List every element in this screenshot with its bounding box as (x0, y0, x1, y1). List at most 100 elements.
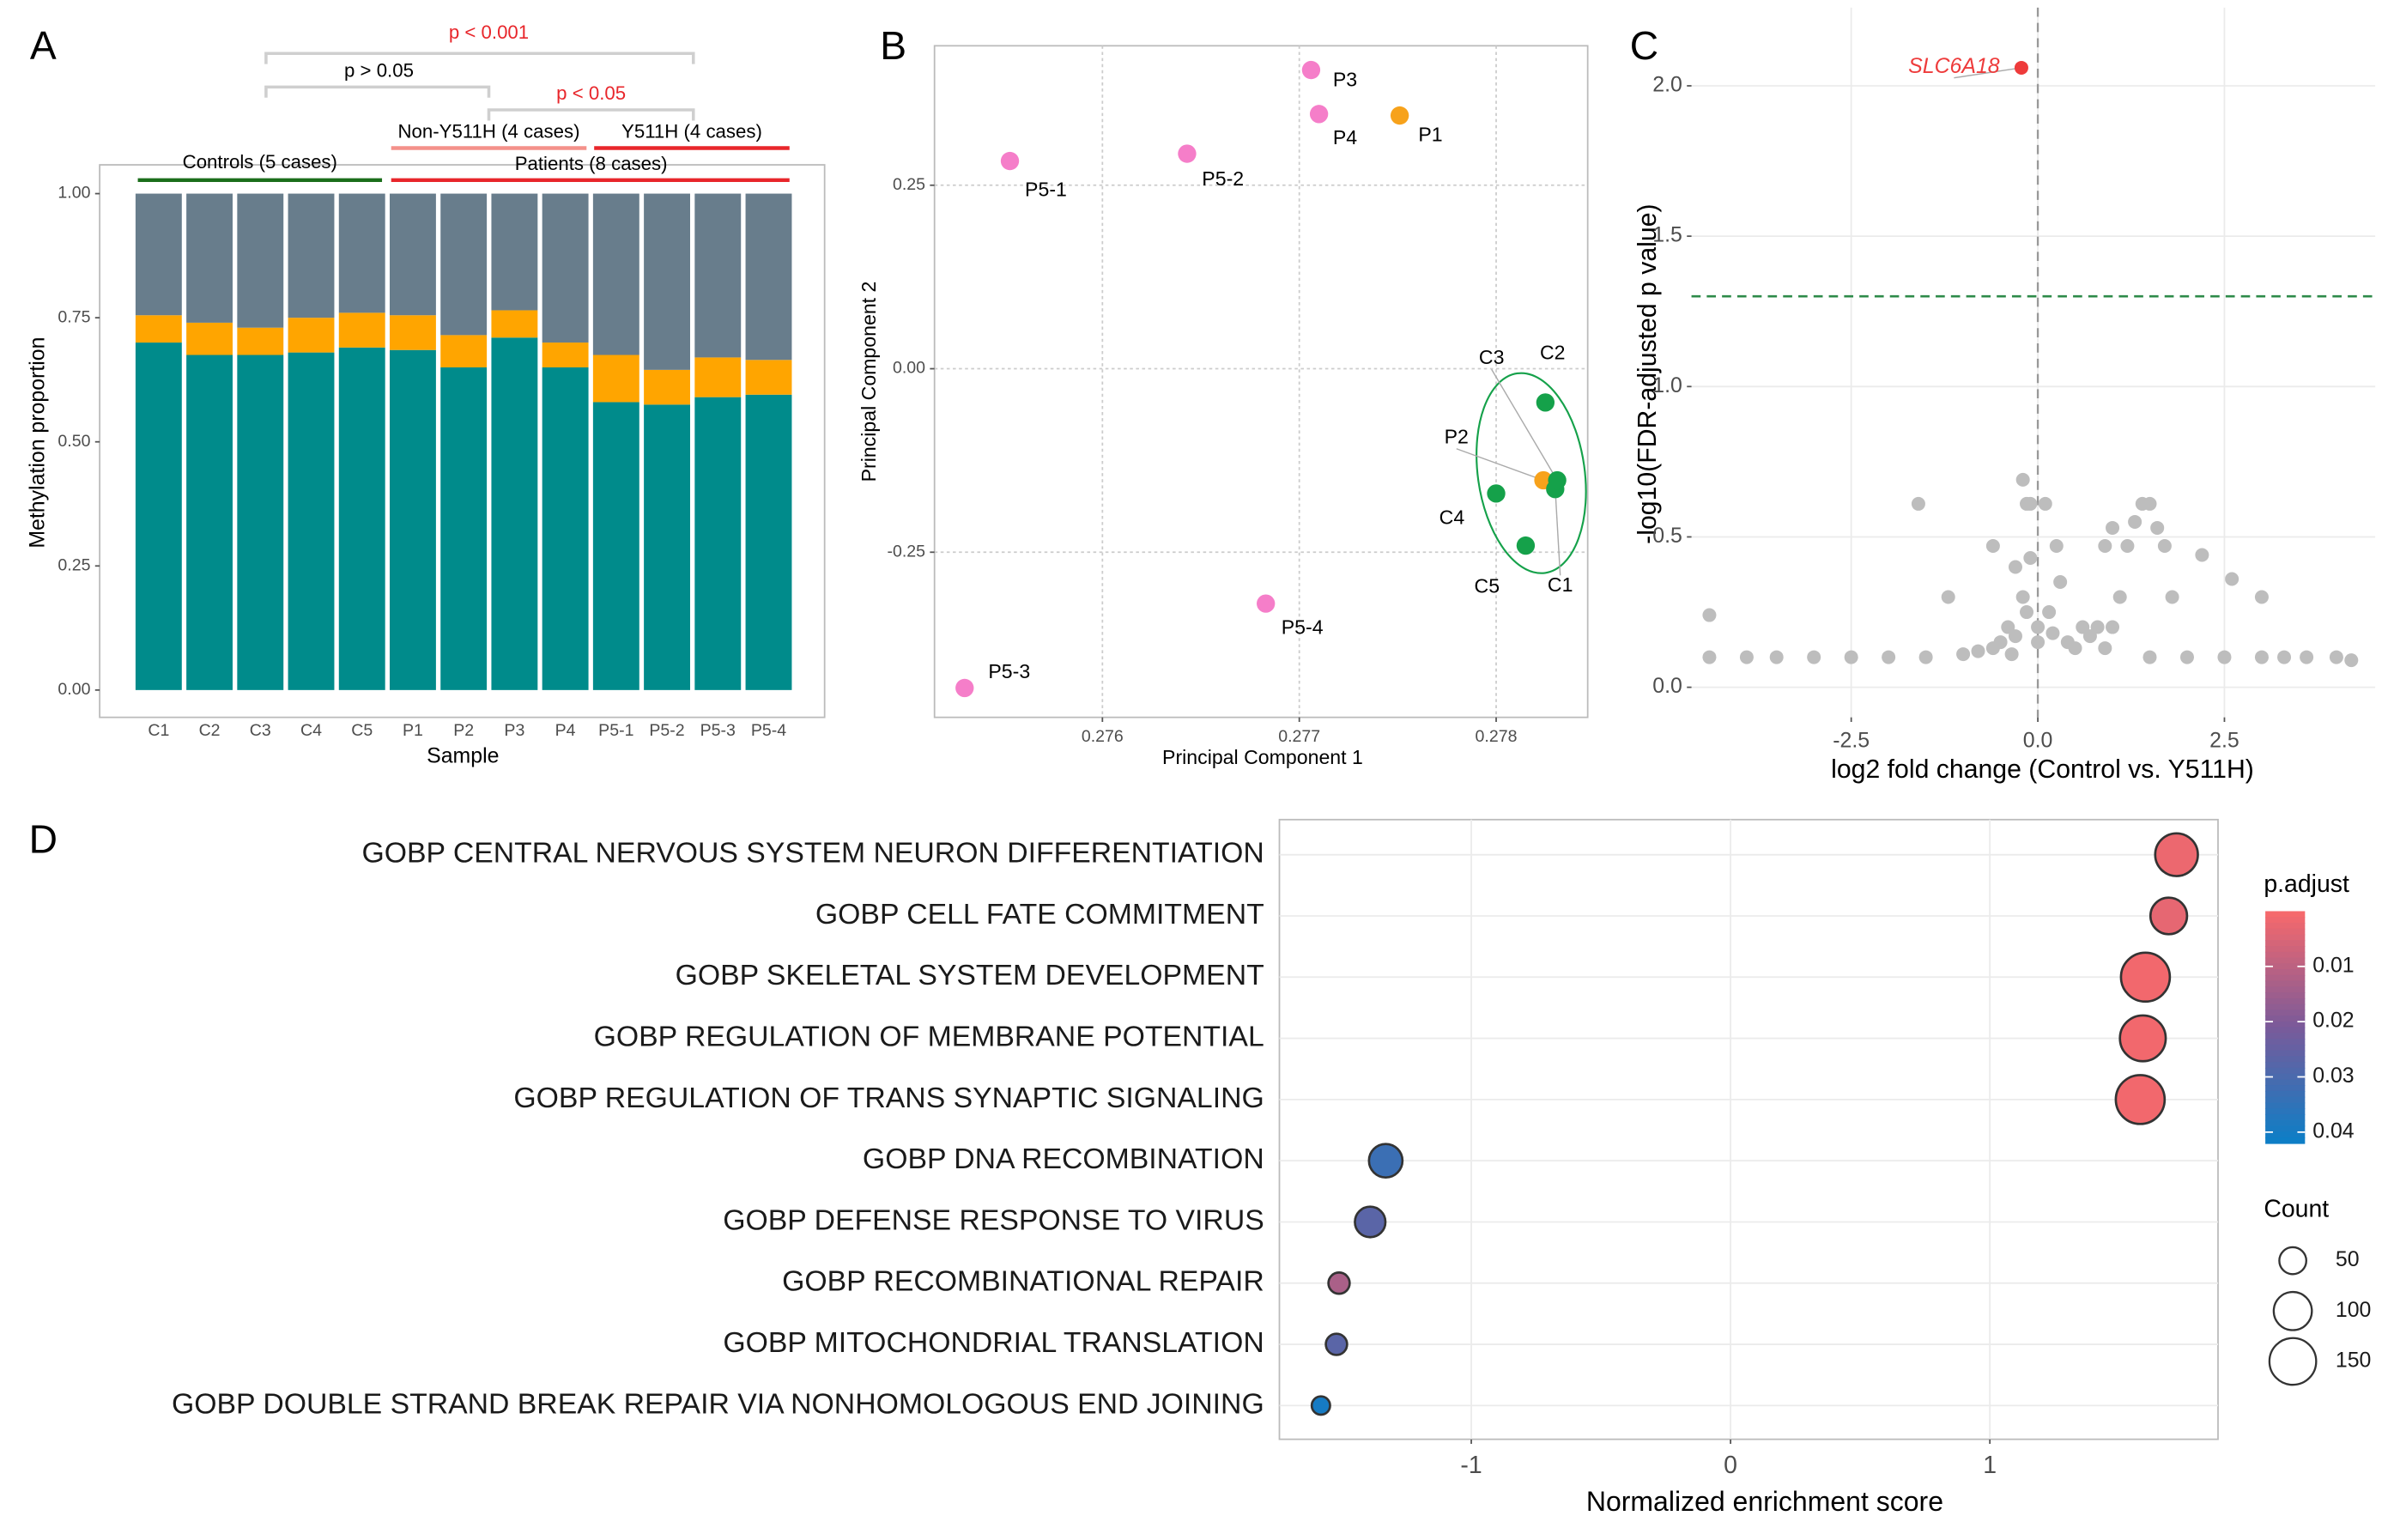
point (2001, 620, 2015, 634)
colorbar-step (2265, 1021, 2306, 1028)
enrichment-dot (1327, 1271, 1351, 1295)
x-tick-label: P5-2 (649, 721, 684, 740)
leader-line (1555, 488, 1561, 576)
point (1941, 590, 1955, 604)
point (2098, 641, 2112, 656)
y-tick-label: 1.0 (1652, 373, 1682, 397)
point (2031, 620, 2046, 634)
colorbar-step (2265, 1079, 2306, 1087)
size-label: 100 (2336, 1298, 2372, 1322)
y-tick-label: 0.25 (893, 175, 925, 194)
bar-segment (694, 357, 742, 397)
point (1911, 496, 1925, 511)
leader-line (1491, 368, 1558, 481)
bar-segment (592, 402, 639, 690)
bar-segment (135, 193, 182, 316)
colorbar-step (2265, 1027, 2306, 1034)
x-tick-label: C3 (250, 721, 271, 740)
point-label: C4 (1439, 506, 1465, 529)
point (1971, 644, 1985, 658)
colorbar-label: 0.04 (2312, 1119, 2355, 1143)
point (2098, 538, 2112, 553)
group-label: Patients (8 cases) (515, 153, 668, 174)
point-label: P1 (1418, 123, 1442, 145)
point (2225, 572, 2239, 586)
point (2112, 590, 2127, 604)
colorbar-step (2265, 1044, 2306, 1052)
colorbar-step (2265, 934, 2306, 942)
point-label: C2 (1540, 342, 1566, 364)
bar-segment (491, 337, 538, 690)
point (2165, 590, 2179, 604)
category-label: GOBP DNA RECOMBINATION (863, 1143, 1264, 1175)
legend-title: Count (2264, 1195, 2329, 1222)
x-axis-title: log2 fold change (Control vs. Y511H) (1831, 755, 2254, 784)
plot-frame (933, 45, 1589, 718)
x-tick-label: 0 (1724, 1452, 1737, 1479)
point (2038, 496, 2052, 511)
point (955, 678, 974, 698)
colorbar-label: 0.02 (2312, 1009, 2354, 1033)
point (1807, 650, 1821, 664)
bar-segment (288, 318, 335, 353)
enrichment-dot (1310, 1395, 1331, 1416)
point (2217, 650, 2232, 664)
point (1918, 650, 1933, 664)
x-tick-label: 0.278 (1476, 727, 1518, 746)
colorbar-step (2265, 997, 2306, 1005)
point (2179, 650, 2194, 664)
group-ellipse (1476, 372, 1587, 574)
bar-segment (338, 312, 385, 348)
point (2004, 647, 2019, 662)
panel-label: B (880, 23, 906, 68)
point (2082, 629, 2097, 644)
enrichment-dot (2119, 951, 2172, 1003)
point (1769, 650, 1784, 664)
point (2150, 520, 2165, 535)
point (2076, 620, 2090, 634)
point (2277, 650, 2292, 664)
point (2128, 514, 2142, 529)
colorbar-step (2265, 1016, 2306, 1022)
colorbar-step (2265, 946, 2306, 953)
point-label: P4 (1333, 126, 1357, 149)
legend-title: p.adjust (2264, 870, 2349, 898)
enrichment-dot (2149, 896, 2189, 936)
point (2106, 620, 2120, 634)
bar-segment (338, 193, 385, 313)
y-tick-label: -0.25 (887, 542, 925, 561)
category-label: GOBP DEFENSE RESPONSE TO VIRUS (723, 1204, 1264, 1236)
bar-segment (644, 193, 690, 370)
bar-segment (694, 193, 742, 358)
bar-segment (186, 322, 233, 355)
x-tick-label: C2 (199, 721, 221, 740)
point (1390, 106, 1409, 125)
category-label: GOBP REGULATION OF TRANS SYNAPTIC SIGNAL… (513, 1082, 1264, 1114)
bar-segment (491, 310, 538, 338)
bar-segment (745, 360, 792, 395)
colorbar-step (2265, 1003, 2306, 1011)
point-label: C3 (1479, 346, 1505, 368)
point (2014, 60, 2028, 75)
enrichment-dot (2114, 1074, 2167, 1125)
x-axis-title: Principal Component 1 (1162, 746, 1363, 768)
point (1257, 594, 1276, 613)
category-label: GOBP CELL FATE COMMITMENT (815, 898, 1264, 931)
bar-segment (288, 352, 335, 690)
point-label: P3 (1333, 68, 1357, 90)
bar-segment (440, 335, 488, 367)
colorbar-step (2265, 963, 2306, 970)
x-tick-label: C4 (300, 721, 322, 740)
panel-label: C (1630, 23, 1658, 68)
point (1516, 536, 1536, 555)
point (1985, 538, 2000, 553)
colorbar-step (2265, 1096, 2306, 1104)
category-label: GOBP CENTRAL NERVOUS SYSTEM NEURON DIFFE… (361, 837, 1264, 870)
bar-segment (644, 404, 690, 690)
colorbar-label: 0.03 (2312, 1064, 2354, 1088)
size-key (2272, 1290, 2313, 1331)
category-label: GOBP DOUBLE STRAND BREAK REPAIR VIA NONH… (172, 1387, 1264, 1420)
point (1178, 144, 1197, 163)
point (1993, 635, 2008, 650)
point-label: P5-3 (988, 660, 1030, 682)
